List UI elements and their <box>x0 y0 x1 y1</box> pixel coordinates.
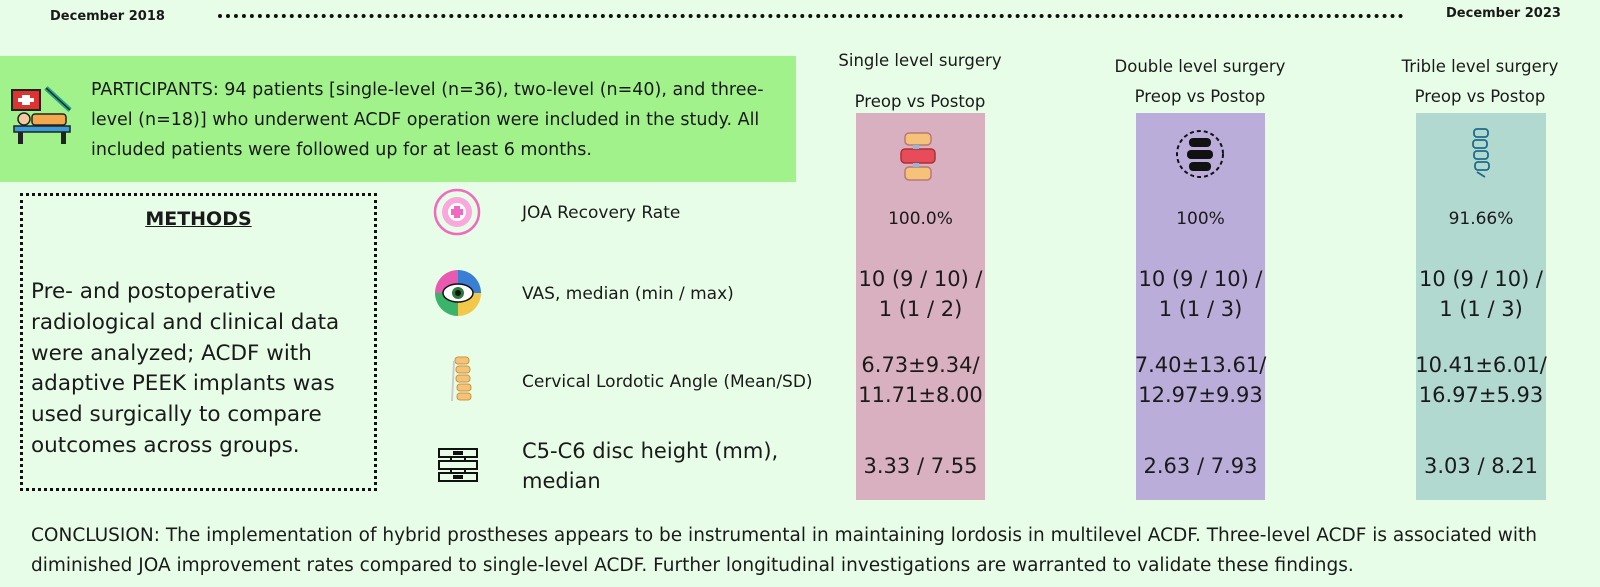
value-lordotic-triple: 10.41±6.01/ 16.97±5.93 <box>1406 350 1556 410</box>
value-vas-triple-line2: 1 (1 / 3) <box>1439 297 1523 321</box>
value-vas-single-line1: 10 (9 / 10) / <box>858 267 983 291</box>
value-vas-double-line1: 10 (9 / 10) / <box>1138 267 1263 291</box>
metric-label-vas: VAS, median (min / max) <box>522 284 734 304</box>
column-single-title: Single level surgery <box>838 51 1002 70</box>
methods-text: Pre- and postoperative radiological and … <box>31 279 340 458</box>
column-double-subtitle: Preop vs Postop <box>1134 87 1266 106</box>
eye-scale-icon <box>433 268 483 322</box>
value-vas-triple: 10 (9 / 10) / 1 (1 / 3) <box>1406 264 1556 324</box>
column-single-subtitle: Preop vs Postop <box>854 92 986 111</box>
value-lordotic-single-line1: 6.73±9.34/ <box>861 353 980 377</box>
value-disc-double: 2.63 / 7.93 <box>1143 454 1258 478</box>
timeline-start-date: December 2018 <box>50 9 165 24</box>
participants-text: PARTICIPANTS: 94 patients [single-level … <box>91 80 764 160</box>
value-lordotic-single-line2: 11.71±8.00 <box>858 383 983 407</box>
value-vas-double-line2: 1 (1 / 3) <box>1158 297 1243 321</box>
metric-label-lordotic-angle: Cervical Lordotic Angle (Mean/SD) <box>522 372 813 392</box>
value-joa-triple: 91.66% <box>1448 209 1514 229</box>
value-vas-triple-line1: 10 (9 / 10) / <box>1418 267 1544 291</box>
participants-panel <box>0 56 796 182</box>
vertebral-column-icon <box>450 355 476 409</box>
patient-bed-icon <box>10 84 76 150</box>
column-double-title: Double level surgery <box>1114 57 1286 76</box>
value-lordotic-triple-line1: 10.41±6.01/ <box>1415 353 1547 377</box>
spine-segment-icon <box>897 131 941 187</box>
value-vas-double: 10 (9 / 10) / 1 (1 / 3) <box>1126 264 1275 324</box>
value-joa-single: 100.0% <box>888 209 953 229</box>
value-lordotic-double-line1: 7.40±13.61/ <box>1134 353 1267 377</box>
value-lordotic-triple-line2: 16.97±5.93 <box>1418 383 1544 407</box>
metric-label-disc-height: C5-C6 disc height (mm), median <box>522 439 779 493</box>
disc-height-icon <box>433 445 483 489</box>
value-disc-single: 3.33 / 7.55 <box>863 454 978 478</box>
value-joa-double: 100% <box>1176 209 1225 229</box>
value-vas-single: 10 (9 / 10) / 1 (1 / 2) <box>846 264 995 324</box>
vertebrae-circle-icon <box>1174 128 1226 184</box>
conclusion-text: CONCLUSION: The implementation of hybrid… <box>31 525 1538 576</box>
value-lordotic-double: 7.40±13.61/ 12.97±9.93 <box>1126 350 1275 410</box>
column-triple-subtitle: Preop vs Postop <box>1414 87 1546 106</box>
methods-box <box>20 193 377 491</box>
timeline-end-date: December 2023 <box>1446 6 1561 21</box>
timeline-dotted-line <box>218 14 1404 18</box>
value-disc-triple: 3.03 / 8.21 <box>1424 454 1538 478</box>
column-triple-bg <box>1416 113 1546 500</box>
column-triple-title: Trible level surgery <box>1401 57 1559 76</box>
spine-column-icon <box>1468 127 1494 183</box>
value-vas-single-line2: 1 (1 / 2) <box>878 297 963 321</box>
value-lordotic-double-line2: 12.97±9.93 <box>1138 383 1263 407</box>
value-lordotic-single: 6.73±9.34/ 11.71±8.00 <box>846 350 995 410</box>
methods-title: METHODS <box>145 208 252 230</box>
metric-label-joa: JOA Recovery Rate <box>522 203 681 223</box>
joa-target-icon <box>432 187 482 241</box>
